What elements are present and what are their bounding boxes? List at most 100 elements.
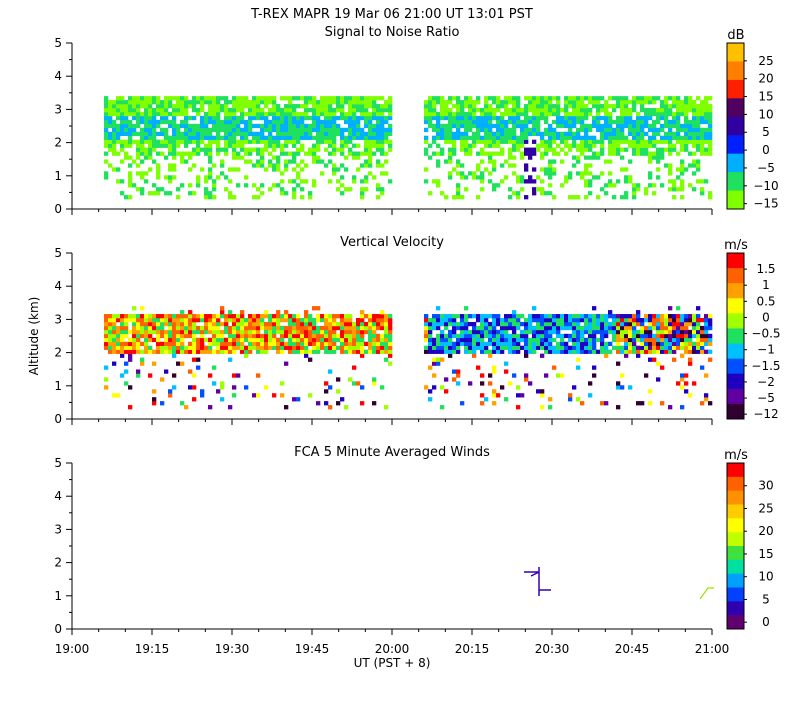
data-cell xyxy=(180,314,185,319)
data-cell xyxy=(648,389,653,394)
data-cell xyxy=(232,155,237,160)
data-cell xyxy=(200,341,205,347)
data-cell xyxy=(552,314,557,319)
data-cell xyxy=(424,100,429,105)
data-cell xyxy=(208,155,213,160)
data-cell xyxy=(384,325,389,331)
data-cell xyxy=(292,329,297,335)
panel-title: Vertical Velocity xyxy=(340,235,444,250)
data-cell xyxy=(428,337,433,343)
data-cell xyxy=(148,115,153,121)
data-cell xyxy=(256,96,261,101)
data-cell xyxy=(652,183,657,188)
data-cell xyxy=(560,183,565,188)
data-cell xyxy=(376,341,381,347)
data-cell xyxy=(552,139,557,144)
data-cell xyxy=(596,123,601,129)
data-cell xyxy=(372,139,377,144)
data-cell xyxy=(652,96,657,101)
data-cell xyxy=(476,123,481,129)
data-cell xyxy=(600,325,605,331)
data-cell xyxy=(632,131,637,137)
data-cell xyxy=(696,104,701,109)
data-cell xyxy=(704,111,709,117)
data-cell xyxy=(452,377,457,382)
data-cell xyxy=(648,123,653,129)
data-cell xyxy=(496,393,501,398)
data-cell xyxy=(668,104,673,109)
data-cell xyxy=(144,318,149,323)
data-cell xyxy=(472,321,477,327)
data-cell xyxy=(536,175,541,180)
data-cell xyxy=(128,108,133,113)
data-cell xyxy=(620,111,625,117)
data-cell xyxy=(140,333,145,339)
data-cell xyxy=(128,349,133,354)
data-cell xyxy=(604,127,609,133)
data-cell xyxy=(124,115,129,121)
colorbar-swatch xyxy=(727,172,744,192)
data-cell xyxy=(156,321,161,327)
data-cell xyxy=(292,314,297,319)
x-axis-label: UT (PST + 8) xyxy=(354,656,431,670)
data-cell xyxy=(368,337,373,343)
data-cell xyxy=(160,111,165,117)
data-cell xyxy=(668,187,673,192)
data-cell xyxy=(180,361,185,366)
data-cell xyxy=(700,329,705,335)
data-cell xyxy=(232,341,237,347)
data-cell xyxy=(652,345,657,350)
data-cell xyxy=(108,115,113,121)
data-cell xyxy=(572,139,577,144)
data-cell xyxy=(288,325,293,331)
colorbar-label: 25 xyxy=(758,54,773,68)
data-cell xyxy=(324,127,329,133)
data-cell xyxy=(508,139,513,144)
data-cell xyxy=(380,147,385,152)
data-cell xyxy=(164,345,169,350)
data-cell xyxy=(476,365,481,370)
data-cell xyxy=(180,108,185,113)
data-cell xyxy=(368,314,373,319)
data-cell xyxy=(184,325,189,331)
data-cell xyxy=(536,333,541,339)
data-cell xyxy=(196,108,201,113)
data-cell xyxy=(384,127,389,133)
data-cell xyxy=(592,139,597,144)
data-cell xyxy=(132,96,137,101)
data-cell xyxy=(356,333,361,339)
data-cell xyxy=(460,318,465,323)
data-cell xyxy=(592,365,597,370)
data-cell xyxy=(456,123,461,129)
data-cell xyxy=(596,127,601,133)
data-cell xyxy=(468,111,473,117)
data-cell xyxy=(268,325,273,331)
data-cell xyxy=(432,318,437,323)
data-cell xyxy=(584,325,589,331)
data-cell xyxy=(680,318,685,323)
data-cell xyxy=(692,139,697,144)
data-cell xyxy=(368,131,373,137)
data-cell xyxy=(576,108,581,113)
data-cell xyxy=(152,96,157,101)
data-cell xyxy=(272,143,277,148)
data-cell xyxy=(372,123,377,129)
data-cell xyxy=(136,187,141,192)
data-cell xyxy=(292,325,297,331)
data-cell xyxy=(264,321,269,327)
data-cell xyxy=(676,337,681,343)
data-cell xyxy=(340,139,345,144)
data-cell xyxy=(616,345,621,350)
data-cell xyxy=(260,341,265,347)
data-cell xyxy=(696,163,701,168)
data-cell xyxy=(440,329,445,335)
data-cell xyxy=(556,318,561,323)
data-cell xyxy=(156,333,161,339)
data-cell xyxy=(560,333,565,339)
data-cell xyxy=(344,127,349,133)
data-cell xyxy=(172,318,177,323)
y-tick-label: 1 xyxy=(54,589,62,603)
data-cell xyxy=(368,111,373,117)
data-cell xyxy=(384,119,389,125)
data-cell xyxy=(424,127,429,133)
